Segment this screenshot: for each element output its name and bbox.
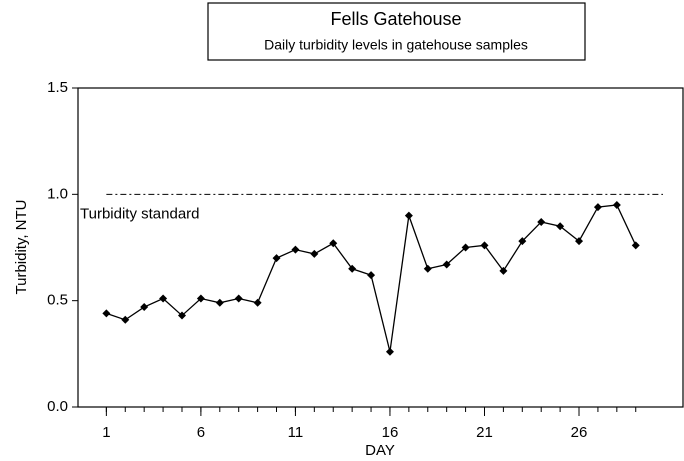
data-point (291, 245, 300, 254)
data-point (537, 217, 546, 226)
data-point (385, 347, 394, 356)
data-point (196, 294, 205, 303)
y-tick-label: 1.5 (47, 79, 68, 96)
x-tick-label: 6 (197, 424, 205, 441)
data-point (631, 241, 640, 250)
data-point (575, 237, 584, 246)
data-point (480, 241, 489, 250)
y-axis-label: Turbidity, NTU (13, 199, 30, 294)
title-box (207, 2, 586, 61)
reference-label: Turbidity standard (80, 205, 200, 222)
x-tick-label: 26 (571, 424, 588, 441)
data-point (102, 309, 111, 318)
data-point (272, 254, 281, 263)
x-tick-label: 16 (382, 424, 399, 441)
x-axis-label: DAY (365, 442, 395, 459)
data-point (404, 211, 413, 220)
data-point (177, 311, 186, 320)
x-tick-label: 11 (288, 424, 304, 441)
x-tick-label: 21 (476, 424, 493, 441)
data-point (121, 315, 130, 324)
data-point (215, 298, 224, 307)
data-point (234, 294, 243, 303)
data-point (159, 294, 168, 303)
data-point (593, 203, 602, 212)
chart-title: Fells Gatehouse (330, 9, 461, 29)
data-point (367, 271, 376, 280)
data-point (348, 264, 357, 273)
data-point (140, 303, 149, 312)
data-point (461, 243, 470, 252)
data-point (310, 249, 319, 258)
data-point (612, 200, 621, 209)
data-point (518, 237, 527, 246)
data-point (253, 298, 262, 307)
data-point (442, 260, 451, 269)
plot-frame (77, 87, 684, 408)
y-tick-label: 0.5 (47, 292, 68, 309)
data-point (329, 239, 338, 248)
data-point (499, 266, 508, 275)
x-tick-label: 1 (102, 424, 110, 441)
y-tick-label: 1.0 (47, 185, 68, 202)
data-point (423, 264, 432, 273)
chart-subtitle: Daily turbidity levels in gatehouse samp… (264, 37, 528, 53)
data-point (556, 222, 565, 231)
y-tick-label: 0.0 (47, 398, 68, 415)
